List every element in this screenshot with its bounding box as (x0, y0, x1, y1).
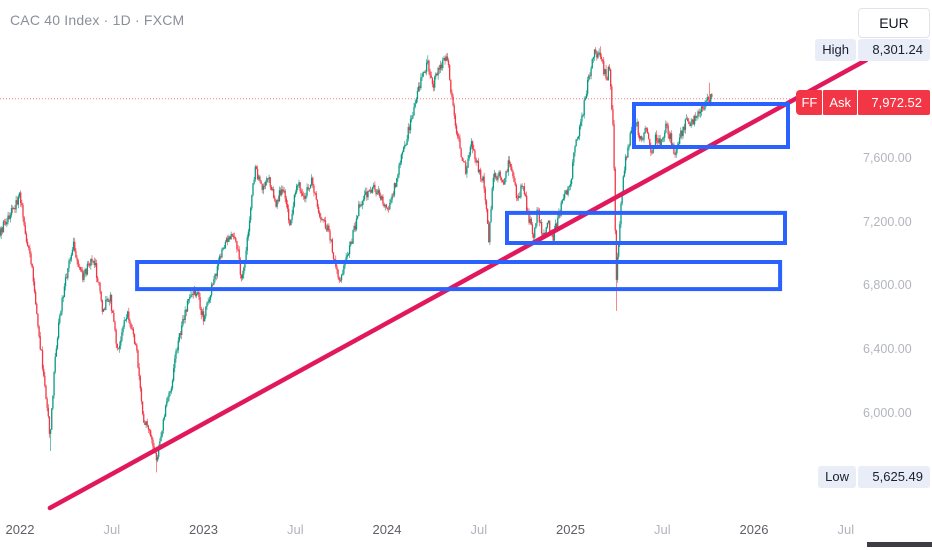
price-axis-label: 6,000.00 (863, 405, 912, 420)
currency-toggle[interactable]: EUR (858, 8, 930, 38)
price-axis-label: 7,200.00 (863, 214, 912, 229)
high-price-row: High 8,301.24 (815, 39, 930, 61)
time-axis-label: Jul (837, 522, 855, 537)
time-axis-label: Jul (286, 522, 304, 537)
time-axis-label: Jul (470, 522, 488, 537)
time-axis-label: Jul (103, 522, 121, 537)
ask-value: 7,972.52 (858, 90, 930, 115)
time-axis-label: 2023 (189, 522, 218, 537)
time-axis-label: 2026 (739, 522, 769, 537)
low-value: 5,625.49 (858, 466, 930, 488)
price-axis[interactable]: 7,600.00 7,200.00 6,800.00 6,400.00 6,000.00 (860, 0, 932, 515)
high-value: 8,301.24 (858, 39, 930, 61)
time-axis-label: 2022 (5, 522, 35, 537)
low-price-row: Low 5,625.49 (818, 466, 930, 488)
time-axis-label: 2025 (556, 522, 585, 537)
time-axis-label: Jul (653, 522, 671, 537)
time-axis-label: 2024 (372, 522, 402, 537)
bottom-scroll-handle[interactable] (867, 542, 932, 547)
price-axis-label: 6,800.00 (863, 278, 912, 293)
symbol-flag-badge: FF (796, 90, 823, 115)
high-label: High (815, 39, 856, 61)
time-axis[interactable]: 2022 Jul 2023 Jul 2024 Jul 2025 Jul 2026 Jul (0, 518, 932, 550)
low-label: Low (818, 466, 856, 488)
ask-label: Ask (823, 90, 857, 115)
ask-price-row: FF Ask 7,972.52 (796, 90, 930, 115)
price-axis-label: 6,400.00 (863, 342, 912, 357)
symbol-title[interactable]: CAC 40 Index · 1D · FXCM (10, 12, 185, 28)
price-axis-label: 7,600.00 (863, 151, 912, 165)
